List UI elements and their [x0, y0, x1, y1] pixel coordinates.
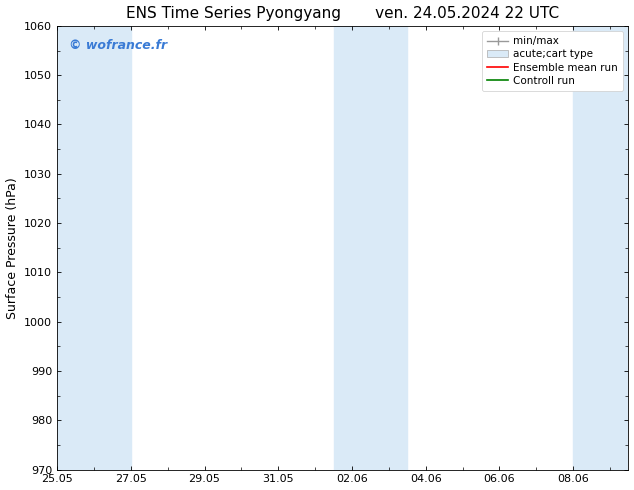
Bar [370, 26, 407, 469]
Text: © wofrance.fr: © wofrance.fr [68, 39, 167, 52]
Y-axis label: Surface Pressure (hPa): Surface Pressure (hPa) [6, 177, 18, 318]
Title: ENS Time Series Pyongyang       ven. 24.05.2024 22 UTC: ENS Time Series Pyongyang ven. 24.05.202… [126, 5, 559, 21]
Bar [57, 26, 94, 469]
Bar [94, 26, 131, 469]
Bar [573, 26, 628, 469]
Bar [333, 26, 370, 469]
Legend: min/max, acute;cart type, Ensemble mean run, Controll run: min/max, acute;cart type, Ensemble mean … [482, 31, 623, 91]
